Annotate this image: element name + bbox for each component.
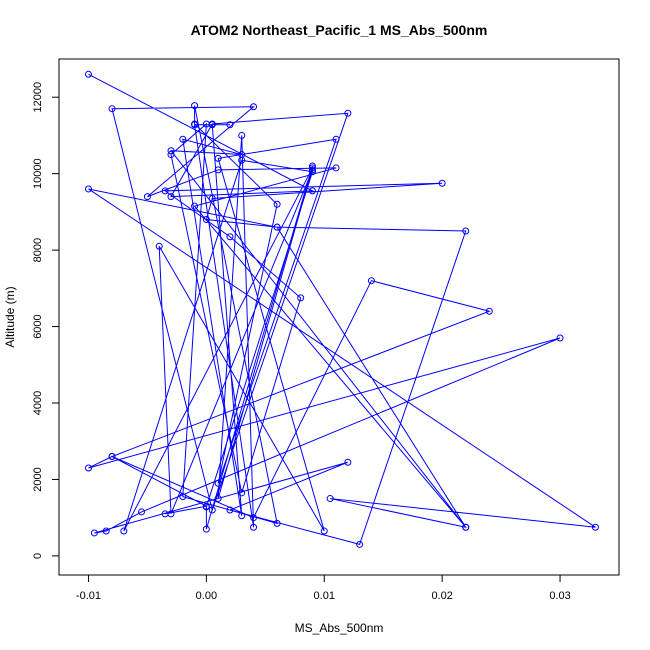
data-point (308, 166, 316, 174)
data-point (273, 223, 281, 231)
data-point (179, 135, 187, 143)
data-point (308, 162, 316, 170)
y-tick-label: 6000 (32, 314, 44, 338)
data-point (84, 185, 92, 193)
series-line (88, 73, 596, 546)
data-point (308, 187, 316, 195)
data-point (238, 131, 246, 139)
data-point (367, 277, 375, 285)
x-tick-label: -0.01 (76, 590, 101, 602)
data-point (167, 193, 175, 201)
data-point (462, 227, 470, 235)
data-point (208, 195, 216, 203)
data-point (320, 527, 328, 535)
chart-title: ATOM2 Northeast_Pacific_1 MS_Abs_500nm (191, 22, 488, 38)
y-axis: 0 2000 4000 6000 8000 10000 12000 (32, 82, 60, 559)
data-point (462, 523, 470, 531)
data-point (344, 458, 352, 466)
y-tick-label: 2000 (32, 467, 44, 491)
data-point (108, 453, 116, 461)
data-point (250, 523, 258, 531)
data-point (273, 519, 281, 527)
data-point (191, 102, 199, 110)
data-point (202, 216, 210, 224)
data-point (438, 179, 446, 187)
x-tick-label: 0.00 (196, 590, 217, 602)
data-point (84, 464, 92, 472)
data-point (238, 489, 246, 497)
data-point (356, 540, 364, 548)
series-polyline (88, 73, 596, 546)
data-point (202, 120, 210, 128)
x-tick-label: 0.03 (549, 590, 570, 602)
data-point (120, 527, 128, 535)
data-point (226, 506, 234, 514)
data-point (238, 512, 246, 520)
data-point (485, 307, 493, 315)
x-tick-label: 0.02 (431, 590, 452, 602)
y-tick-label: 4000 (32, 391, 44, 415)
data-point (344, 109, 352, 117)
x-axis-label: MS_Abs_500nm (295, 621, 384, 635)
y-tick-label: 0 (32, 553, 44, 559)
data-point (208, 506, 216, 514)
data-point (214, 495, 222, 503)
y-tick-label: 12000 (32, 82, 44, 113)
x-axis: -0.01 0.00 0.01 0.02 0.03 (76, 574, 571, 602)
data-point (332, 164, 340, 172)
data-point (202, 502, 210, 510)
data-point (155, 242, 163, 250)
data-point (591, 523, 599, 531)
data-point (308, 164, 316, 172)
data-point (138, 508, 146, 516)
data-point (167, 151, 175, 159)
data-point (108, 105, 116, 113)
y-tick-label: 10000 (32, 158, 44, 189)
data-point (214, 154, 222, 162)
data-point (90, 529, 98, 537)
data-point (238, 156, 246, 164)
data-point (297, 294, 305, 302)
data-point (250, 103, 258, 111)
data-point (226, 233, 234, 241)
data-point (167, 147, 175, 155)
data-point (191, 120, 199, 128)
data-point (191, 202, 199, 210)
data-point (326, 495, 334, 503)
series-points (84, 70, 599, 548)
y-axis-label: Altitude (m) (3, 286, 17, 347)
data-point (250, 514, 258, 522)
data-point (143, 193, 151, 201)
data-point (332, 135, 340, 143)
data-point (214, 479, 222, 487)
data-point (84, 70, 92, 78)
data-point (214, 166, 222, 174)
y-tick-label: 8000 (32, 238, 44, 262)
x-tick-label: 0.01 (314, 590, 335, 602)
data-point (102, 527, 110, 535)
data-point (556, 334, 564, 342)
data-point (161, 510, 169, 518)
data-point (202, 525, 210, 533)
data-point (273, 200, 281, 208)
data-point (179, 493, 187, 501)
data-point (161, 187, 169, 195)
data-point (226, 121, 234, 129)
